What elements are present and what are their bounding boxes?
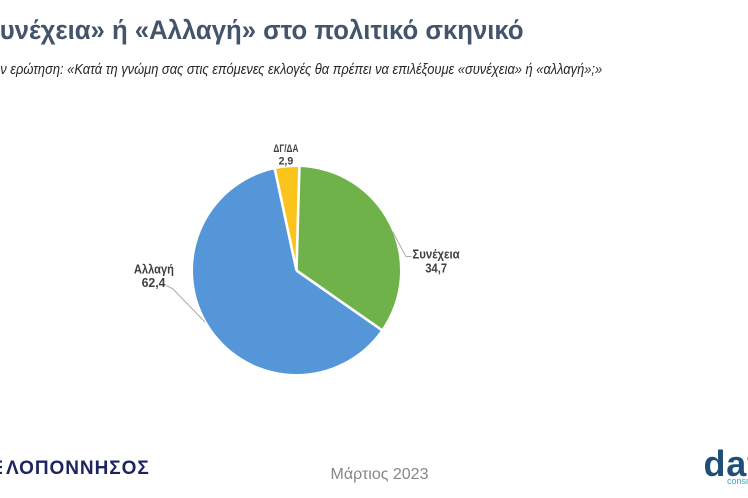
svg-text:ΔΓ/ΔΑ: ΔΓ/ΔΑ: [273, 143, 298, 155]
svg-text:62,4: 62,4: [142, 276, 166, 290]
svg-text:Συνέχεια: Συνέχεια: [412, 247, 460, 262]
svg-text:34,7: 34,7: [425, 261, 447, 276]
svg-text:2,9: 2,9: [279, 155, 294, 167]
svg-text:Αλλαγή: Αλλαγή: [134, 262, 174, 277]
